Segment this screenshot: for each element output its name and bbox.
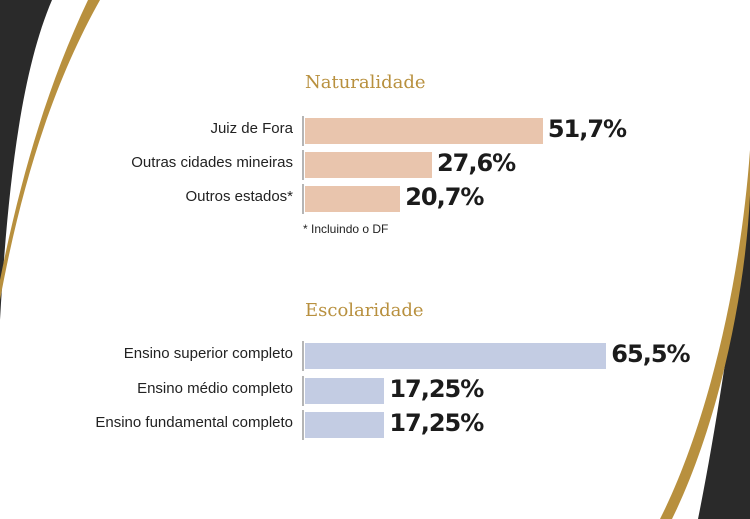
top-left-dark-swoosh [0,0,52,320]
category-label: Juiz de Fora [210,120,293,137]
value-label: 17,25% [389,375,484,403]
bar [305,412,385,438]
category-label: Ensino médio completo [137,380,293,397]
axis-line [302,184,304,214]
bar [305,152,432,178]
bar-row-juiz-de-fora: Juiz de Fora 51,7% [0,115,750,146]
escolaridade-title: Escolaridade [305,300,424,321]
category-label: Ensino fundamental completo [95,414,293,431]
value-label: 20,7% [405,183,484,211]
bar-row-outras-cidades-mineiras: Outras cidades mineiras 27,6% [0,149,750,180]
category-label: Ensino superior completo [123,345,293,362]
axis-line [302,376,304,406]
category-label: Outros estados* [185,188,293,205]
footnote: * Incluindo o DF [303,222,389,236]
value-label: 17,25% [389,409,484,437]
axis-line [302,410,304,440]
bar-row-ensino-medio: Ensino médio completo 17,25% [0,375,750,406]
bar-row-ensino-superior: Ensino superior completo 65,5% [0,340,750,371]
bar [305,378,385,404]
bar-row-ensino-fundamental: Ensino fundamental completo 17,25% [0,409,750,440]
category-label: Outras cidades mineiras [131,154,293,171]
bar [305,186,401,212]
value-label: 27,6% [436,149,516,177]
value-label: 51,7% [547,115,627,143]
value-label: 65,5% [611,340,690,368]
bar-row-outros-estados: Outros estados* 20,7% [0,183,750,214]
bar [305,343,607,369]
axis-line [302,116,304,146]
axis-line [302,341,304,371]
naturalidade-title: Naturalidade [305,72,426,93]
axis-line [302,150,304,180]
bar [305,118,543,144]
bottom-right-dark-swoosh [698,185,750,519]
